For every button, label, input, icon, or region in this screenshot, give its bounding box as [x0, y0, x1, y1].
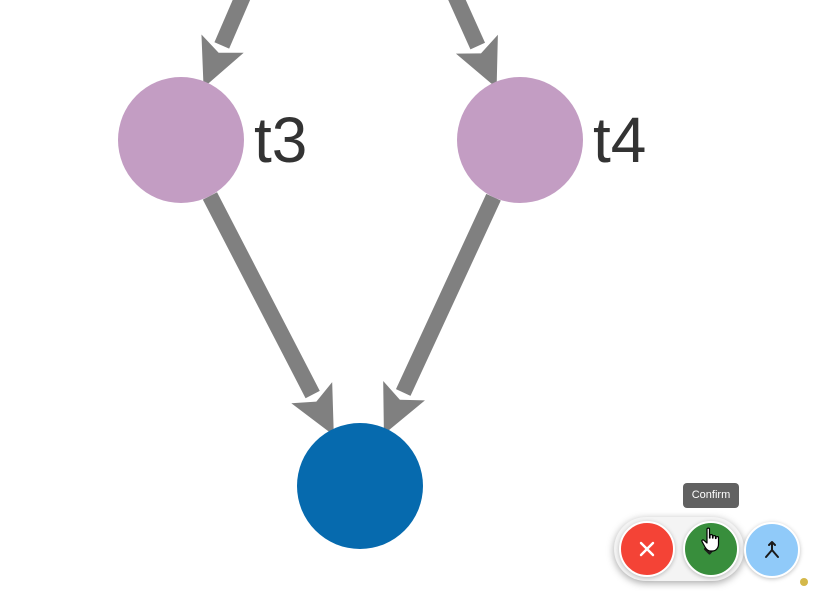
edge-offscreen-to-t3: [201, 0, 251, 88]
node-t3[interactable]: [118, 77, 244, 203]
confirm-tooltip: Confirm: [683, 483, 739, 508]
node-target[interactable]: [297, 423, 423, 549]
check-icon: [703, 543, 719, 555]
status-dot: [800, 578, 808, 586]
edge-t4-to-target: [383, 193, 501, 435]
merge-button[interactable]: [744, 522, 800, 578]
close-icon: [639, 541, 655, 557]
merge-icon: [765, 541, 779, 558]
node-label-t4: t4: [593, 104, 646, 176]
edge-offscreen-to-t4: [448, 0, 498, 89]
cancel-button[interactable]: [619, 521, 675, 577]
edge-t3-to-target: [202, 192, 334, 436]
graph-nodes: t3 t4: [118, 77, 646, 549]
graph-edges: [201, 0, 501, 436]
node-label-t3: t3: [254, 104, 307, 176]
node-t4[interactable]: [457, 77, 583, 203]
confirm-button[interactable]: [683, 521, 739, 577]
